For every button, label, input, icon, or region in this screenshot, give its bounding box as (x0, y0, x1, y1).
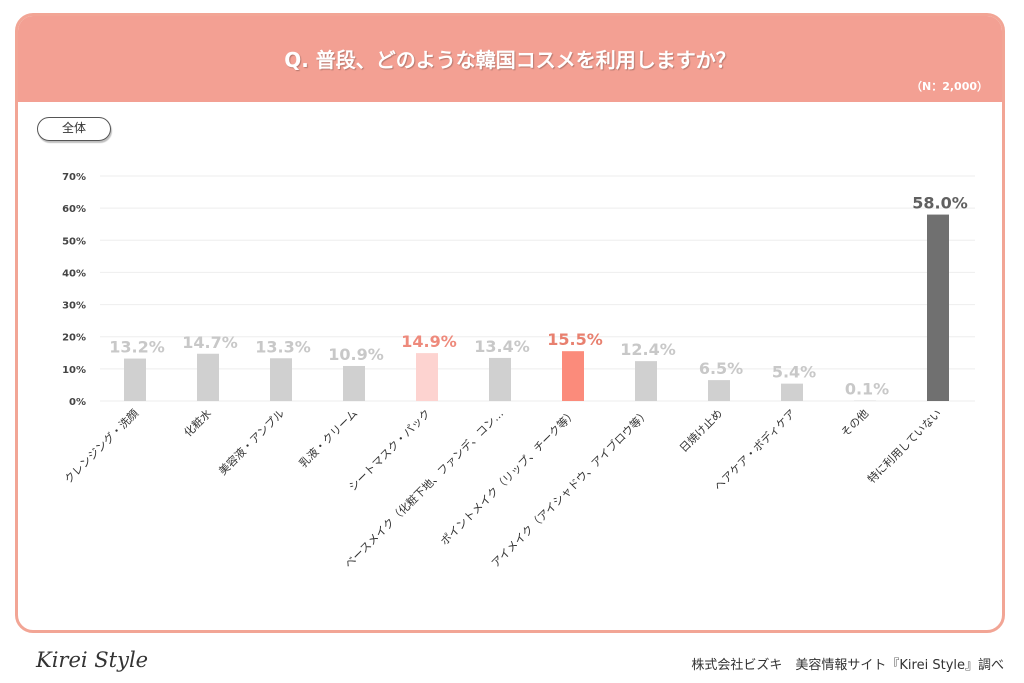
x-tick-label: 化粧水 (181, 406, 214, 439)
x-tick-label: 日焼け止め (677, 407, 725, 455)
source-credit: 株式会社ビズキ 美容情報サイト『Kirei Style』調べ (691, 658, 1004, 673)
bar (562, 351, 584, 401)
header-banner: Q. 普段、どのような韓国コスメを利用しますか？ （N：2,000） (18, 16, 1002, 102)
x-tick-label: 乳液・クリーム (296, 406, 360, 470)
bar (416, 353, 438, 401)
y-tick-label: 10% (62, 365, 86, 376)
data-label: 10.9% (328, 345, 384, 364)
chart-title: Q. 普段、どのような韓国コスメを利用しますか？ (284, 48, 736, 72)
bar (343, 365, 365, 401)
y-tick-label: 30% (62, 301, 86, 312)
chart-frame: Q. 普段、どのような韓国コスメを利用しますか？ （N：2,000） 全体 (15, 13, 1005, 633)
x-tick-label: クレンジング・洗顔 (61, 406, 141, 486)
y-tick-label: 40% (62, 268, 86, 279)
y-tick-label: 70% (62, 172, 86, 183)
bar (270, 358, 292, 401)
y-tick-label: 0% (69, 397, 86, 408)
data-label: 15.5% (547, 330, 603, 349)
sample-size: （N：2,000） (911, 80, 988, 93)
y-tick-label: 60% (62, 204, 86, 215)
kirei-style-logo: Kirei Style (36, 648, 149, 672)
bar (489, 357, 511, 401)
segment-label: 全体 (37, 117, 111, 141)
bar (781, 383, 803, 401)
data-label: 14.9% (401, 332, 457, 351)
bar (197, 353, 219, 401)
bar (708, 380, 730, 401)
data-label: 0.1% (845, 380, 889, 399)
data-label: 14.7% (182, 333, 238, 352)
y-tick-label: 50% (62, 236, 86, 247)
data-label: 13.3% (255, 337, 311, 356)
x-tick-label: シートマスク・パック (346, 407, 433, 494)
data-label: 12.4% (620, 340, 676, 359)
data-label: 5.4% (772, 363, 816, 382)
x-tick-label: ポイントメイク（リップ、チーク等） (437, 406, 579, 548)
x-tick-label: アイメイク（アイシャドウ、アイブロウ等） (488, 406, 652, 570)
y-tick-label: 20% (62, 333, 86, 344)
data-label: 6.5% (699, 359, 743, 378)
data-label: 13.2% (109, 338, 165, 357)
x-tick-label: 美容液・アンプル (216, 406, 288, 478)
bar (635, 361, 657, 401)
x-tick-label: その他 (839, 407, 872, 440)
x-tick-label: ヘアケア・ボディケア (711, 406, 798, 493)
bar (927, 214, 949, 401)
data-label: 13.4% (474, 337, 530, 356)
x-tick-label: ベースメイク（化粧下地、ファンデ、コン… (341, 406, 506, 571)
bar (124, 358, 146, 401)
data-label: 58.0% (912, 194, 968, 213)
x-tick-label: 特に利用していない (864, 406, 944, 486)
